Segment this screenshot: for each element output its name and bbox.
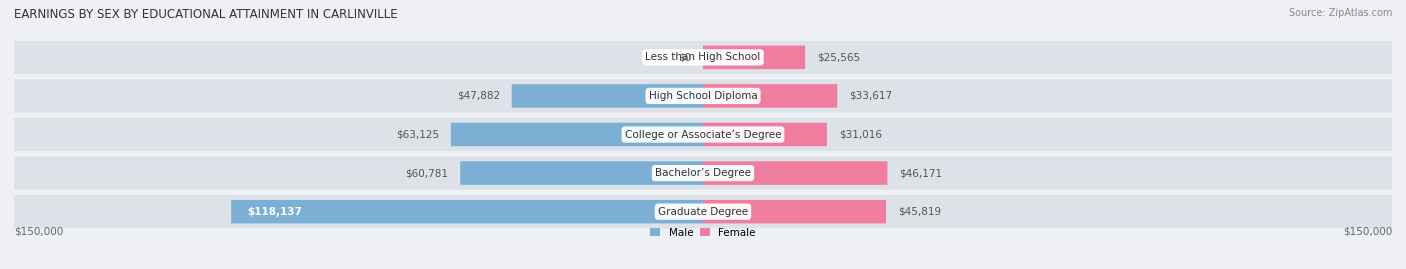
FancyBboxPatch shape xyxy=(703,123,827,146)
Text: Source: ZipAtlas.com: Source: ZipAtlas.com xyxy=(1288,8,1392,18)
FancyBboxPatch shape xyxy=(14,118,1392,151)
FancyBboxPatch shape xyxy=(703,161,887,185)
Text: $25,565: $25,565 xyxy=(817,52,860,62)
FancyBboxPatch shape xyxy=(703,45,806,69)
Text: High School Diploma: High School Diploma xyxy=(648,91,758,101)
FancyBboxPatch shape xyxy=(703,84,837,108)
Text: $46,171: $46,171 xyxy=(900,168,942,178)
FancyBboxPatch shape xyxy=(512,84,703,108)
Text: Less than High School: Less than High School xyxy=(645,52,761,62)
FancyBboxPatch shape xyxy=(703,200,886,224)
Text: $118,137: $118,137 xyxy=(247,207,302,217)
Text: EARNINGS BY SEX BY EDUCATIONAL ATTAINMENT IN CARLINVILLE: EARNINGS BY SEX BY EDUCATIONAL ATTAINMEN… xyxy=(14,8,398,21)
FancyBboxPatch shape xyxy=(451,123,703,146)
Text: Bachelor’s Degree: Bachelor’s Degree xyxy=(655,168,751,178)
FancyBboxPatch shape xyxy=(460,161,703,185)
FancyBboxPatch shape xyxy=(14,79,1392,112)
Text: $150,000: $150,000 xyxy=(1343,227,1392,237)
Legend: Male, Female: Male, Female xyxy=(645,223,761,242)
Text: $150,000: $150,000 xyxy=(14,227,63,237)
Text: $47,882: $47,882 xyxy=(457,91,499,101)
Text: College or Associate’s Degree: College or Associate’s Degree xyxy=(624,129,782,140)
Text: $63,125: $63,125 xyxy=(395,129,439,140)
FancyBboxPatch shape xyxy=(231,200,703,224)
FancyBboxPatch shape xyxy=(14,157,1392,190)
FancyBboxPatch shape xyxy=(14,41,1392,74)
Text: $0: $0 xyxy=(678,52,690,62)
Text: $60,781: $60,781 xyxy=(405,168,449,178)
Text: $33,617: $33,617 xyxy=(849,91,893,101)
Text: Graduate Degree: Graduate Degree xyxy=(658,207,748,217)
FancyBboxPatch shape xyxy=(14,195,1392,228)
Text: $45,819: $45,819 xyxy=(898,207,941,217)
Text: $31,016: $31,016 xyxy=(839,129,882,140)
